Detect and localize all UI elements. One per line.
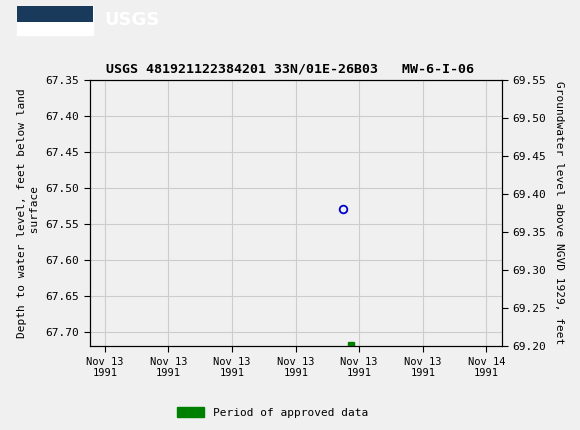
FancyBboxPatch shape (17, 6, 93, 35)
Y-axis label: Depth to water level, feet below land
 surface: Depth to water level, feet below land su… (17, 88, 40, 338)
FancyBboxPatch shape (17, 6, 93, 22)
Legend: Period of approved data: Period of approved data (172, 403, 373, 422)
Text: USGS: USGS (104, 12, 160, 29)
Text: USGS 481921122384201 33N/01E-26B03   MW-6-I-06: USGS 481921122384201 33N/01E-26B03 MW-6-… (106, 62, 474, 75)
Y-axis label: Groundwater level above NGVD 1929, feet: Groundwater level above NGVD 1929, feet (554, 81, 564, 344)
